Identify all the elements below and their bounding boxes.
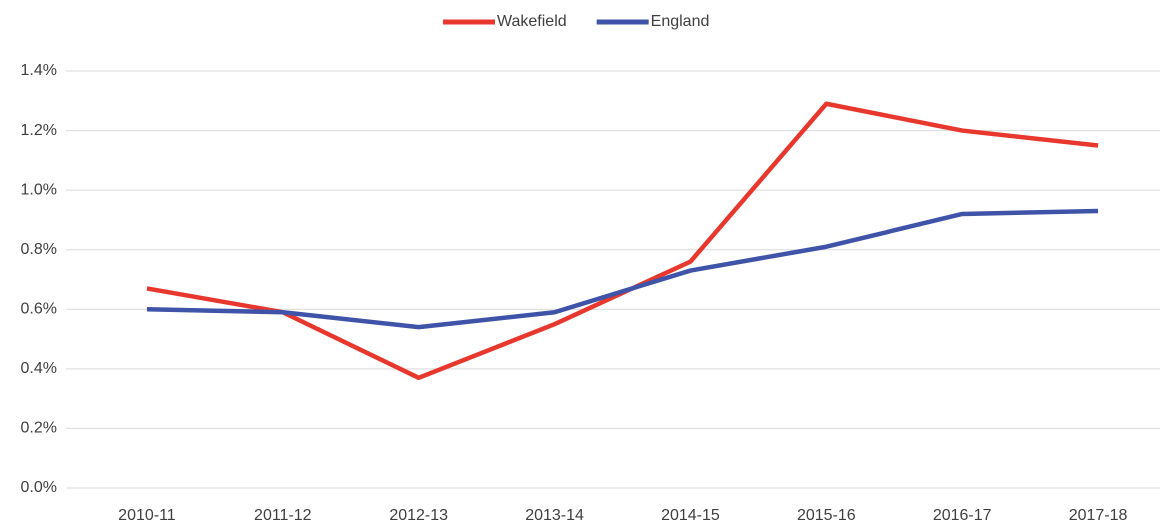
x-tick-label: 2015-16 [797, 507, 856, 524]
x-tick-label: 2016-17 [933, 507, 992, 524]
y-tick-label: 1.4% [21, 62, 57, 79]
x-tick-label: 2010-11 [118, 507, 176, 524]
y-tick-label: 0.2% [21, 420, 57, 437]
x-tick-label: 2017-18 [1069, 507, 1128, 524]
y-tick-label: 1.2% [21, 122, 57, 139]
series-line [146, 101, 1099, 381]
series-line [146, 208, 1099, 330]
y-tick-label: 0.0% [21, 479, 57, 496]
y-tick-label: 0.8% [21, 241, 57, 258]
y-tick-label: 0.6% [21, 301, 57, 318]
x-tick-label: 2011-12 [254, 507, 312, 524]
legend-label: Wakefield [497, 13, 567, 30]
legend-label: England [651, 13, 710, 30]
y-tick-label: 0.4% [21, 360, 57, 377]
x-tick-label: 2012-13 [389, 507, 448, 524]
x-tick-label: 2014-15 [661, 507, 720, 524]
x-tick-label: 2013-14 [525, 507, 584, 524]
y-tick-label: 1.0% [21, 181, 57, 198]
